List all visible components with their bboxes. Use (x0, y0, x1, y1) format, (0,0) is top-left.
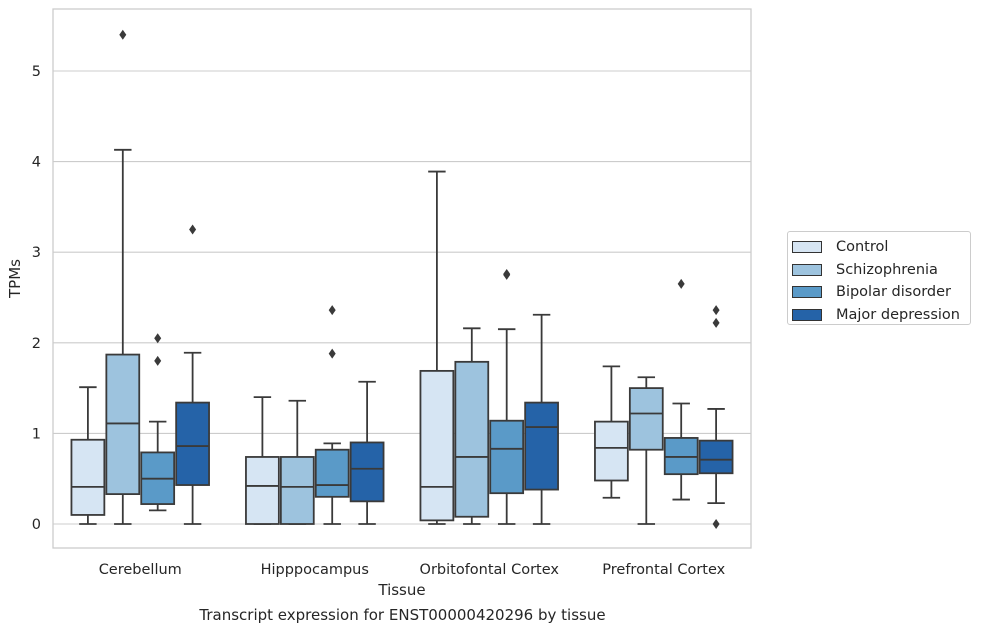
x-axis-label: Tissue (377, 581, 425, 599)
box-3-1 (628, 376, 664, 525)
box-0-1 (105, 29, 141, 525)
y-tick-label: 1 (32, 426, 41, 442)
y-tick-label: 3 (32, 245, 41, 261)
legend-swatch (792, 286, 822, 299)
box-body (245, 456, 280, 525)
legend-swatch (792, 263, 822, 276)
y-axis-ticks: 0 1 2 3 4 5 (32, 64, 41, 533)
box-body (594, 420, 629, 482)
legend-item: Bipolar disorder (792, 281, 970, 304)
y-axis-label: TPMs (6, 259, 24, 299)
box-body (314, 448, 350, 498)
legend-label: Schizophrenia (836, 261, 938, 278)
box-body (349, 441, 385, 503)
y-tick-label: 4 (32, 155, 41, 171)
box-1-3 (349, 380, 385, 525)
box-body (105, 353, 141, 496)
box-0-3 (175, 224, 210, 525)
box-body (663, 437, 699, 476)
box-3-2 (663, 278, 699, 501)
box-2-1 (454, 327, 490, 525)
y-tick-label: 5 (32, 64, 41, 80)
box-3-0 (594, 365, 629, 499)
outlier-point (154, 355, 162, 366)
box-body (698, 439, 734, 475)
x-tick-label: Hipppocampus (261, 562, 369, 578)
box-0-2 (140, 333, 176, 512)
outlier-point (189, 224, 197, 235)
x-tick-label: Orbitofontal Cortex (420, 562, 560, 578)
outlier-point (503, 268, 511, 279)
x-tick-label: Prefrontal Cortex (602, 562, 725, 578)
legend-item: Control (792, 236, 970, 259)
y-tick-label: 0 (32, 517, 41, 533)
legend-swatch (792, 241, 822, 254)
box-body (454, 360, 490, 518)
outlier-point (712, 305, 720, 316)
outlier-point (154, 333, 162, 344)
boxes (70, 29, 734, 529)
legend-label: Bipolar disorder (836, 284, 951, 301)
box-body (175, 401, 210, 486)
gridlines (53, 70, 751, 525)
y-tick-label: 2 (32, 336, 41, 352)
box-body (524, 401, 559, 491)
outlier-point (712, 519, 720, 529)
legend-label: Control (836, 239, 889, 256)
outlier-point (712, 317, 720, 328)
box-1-1 (279, 399, 315, 525)
box-1-2 (314, 305, 350, 525)
outlier-point (328, 348, 336, 359)
box-body (489, 419, 525, 495)
outlier-point (328, 305, 336, 316)
box-body (70, 438, 106, 516)
outlier-point (677, 278, 685, 289)
box-2-3 (524, 313, 559, 525)
legend-item: Major depression (792, 304, 970, 327)
box-0-0 (70, 386, 106, 525)
box-body (419, 369, 455, 522)
legend-item: Schizophrenia (792, 259, 970, 282)
legend-label: Major depression (836, 306, 960, 323)
box-3-3 (698, 305, 734, 529)
x-axis-ticks: Cerebellum Hipppocampus Orbitofontal Corte… (99, 562, 726, 578)
box-1-0 (245, 396, 280, 525)
box-body (628, 387, 664, 451)
x-tick-label: Cerebellum (99, 562, 182, 578)
legend-swatch (792, 308, 822, 321)
box-body (279, 456, 315, 525)
chart-caption: Transcript expression for ENST0000042029… (199, 606, 606, 624)
plot-frame (52, 8, 752, 549)
outlier-point (119, 29, 127, 40)
legend: Control Schizophrenia Bipolar disorder Majo… (787, 231, 971, 325)
box-2-2 (489, 268, 525, 525)
box-2-0 (419, 170, 455, 525)
